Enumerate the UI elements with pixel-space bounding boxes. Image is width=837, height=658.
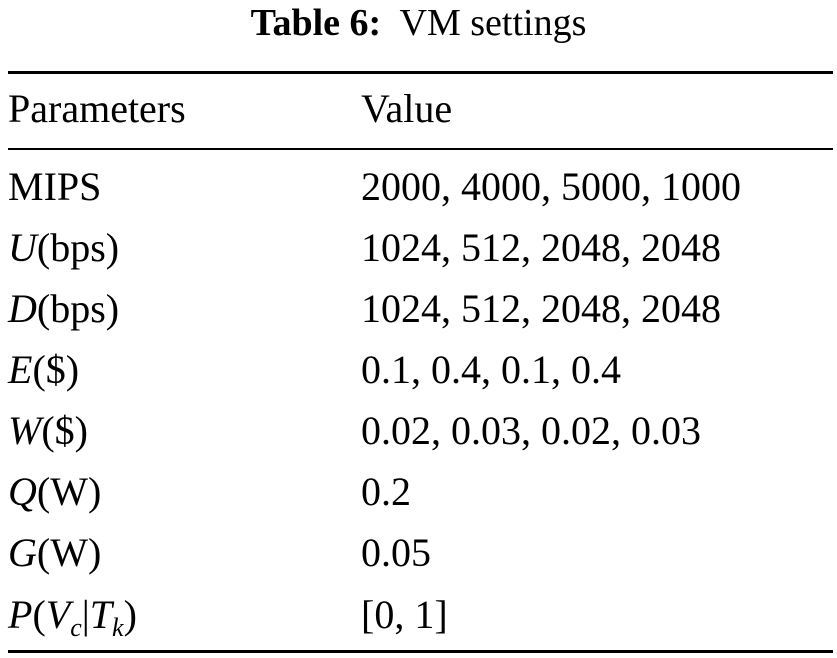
param-g-power-unit: (W) xyxy=(36,530,102,575)
param-g-power-symbol: G xyxy=(8,530,37,575)
value-w-cost: 0.02, 0.03, 0.02, 0.03 xyxy=(361,408,701,453)
table-row-upload: U(bps) 1024, 512, 2048, 2048 xyxy=(8,219,833,277)
table-row-e-cost: E($) 0.1, 0.4, 0.1, 0.4 xyxy=(8,341,833,399)
param-e-cost: E($) xyxy=(8,341,79,399)
param-w-cost-unit: ($) xyxy=(41,408,88,453)
param-e-cost-symbol: E xyxy=(8,347,33,392)
param-probability-v: V xyxy=(45,592,71,637)
param-mips: MIPS xyxy=(8,164,102,209)
param-probability-v-sub: c xyxy=(70,613,82,642)
value-q-power: 0.2 xyxy=(361,469,411,514)
table-row-w-cost: W($) 0.02, 0.03, 0.02, 0.03 xyxy=(8,402,833,460)
table-row-mips: MIPS 2000, 4000, 5000, 1000 xyxy=(8,158,833,216)
value-g-power: 0.05 xyxy=(361,530,431,575)
table-row-probability: P(Vc|Tk) [0, 1] xyxy=(8,586,833,644)
param-download-unit: (bps) xyxy=(36,286,120,331)
param-w-cost-symbol: W xyxy=(8,408,42,453)
param-q-power-symbol: Q xyxy=(8,469,37,514)
header-value: Value xyxy=(361,86,453,131)
param-upload-symbol: U xyxy=(8,225,37,270)
header-parameters: Parameters xyxy=(8,86,186,131)
param-q-power-unit: (W) xyxy=(36,469,102,514)
param-download-symbol: D xyxy=(8,286,37,331)
value-upload: 1024, 512, 2048, 2048 xyxy=(361,225,721,270)
table-row-q-power: Q(W) 0.2 xyxy=(8,463,833,521)
table-row-g-power: G(W) 0.05 xyxy=(8,524,833,582)
param-upload: U(bps) xyxy=(8,219,119,277)
table-header-row: Parameters Value xyxy=(8,80,833,138)
value-probability: [0, 1] xyxy=(361,592,448,637)
table-caption-label: Table 6: xyxy=(250,2,382,44)
param-probability-bar: | xyxy=(81,592,90,637)
param-q-power: Q(W) xyxy=(8,463,101,521)
param-e-cost-unit: ($) xyxy=(32,347,80,392)
table-header-rule xyxy=(8,148,833,150)
table-caption-title: VM settings xyxy=(399,2,587,44)
param-probability-t-sub: k xyxy=(112,613,124,642)
table-bottom-rule xyxy=(8,650,833,653)
value-download: 1024, 512, 2048, 2048 xyxy=(361,286,721,331)
table-row-download: D(bps) 1024, 512, 2048, 2048 xyxy=(8,280,833,338)
table-top-rule xyxy=(8,71,833,74)
value-e-cost: 0.1, 0.4, 0.1, 0.4 xyxy=(361,347,621,392)
param-download: D(bps) xyxy=(8,280,119,338)
param-g-power: G(W) xyxy=(8,524,101,582)
param-w-cost: W($) xyxy=(8,402,88,460)
param-upload-unit: (bps) xyxy=(36,225,120,270)
param-probability-open-paren: ( xyxy=(32,592,46,637)
param-probability: P(Vc|Tk) xyxy=(8,586,137,644)
value-mips: 2000, 4000, 5000, 1000 xyxy=(361,164,741,209)
param-probability-close-paren: ) xyxy=(123,592,137,637)
param-probability-t: T xyxy=(89,592,113,637)
param-probability-p: P xyxy=(8,592,33,637)
table-caption: Table 6: VM settings xyxy=(0,0,837,46)
